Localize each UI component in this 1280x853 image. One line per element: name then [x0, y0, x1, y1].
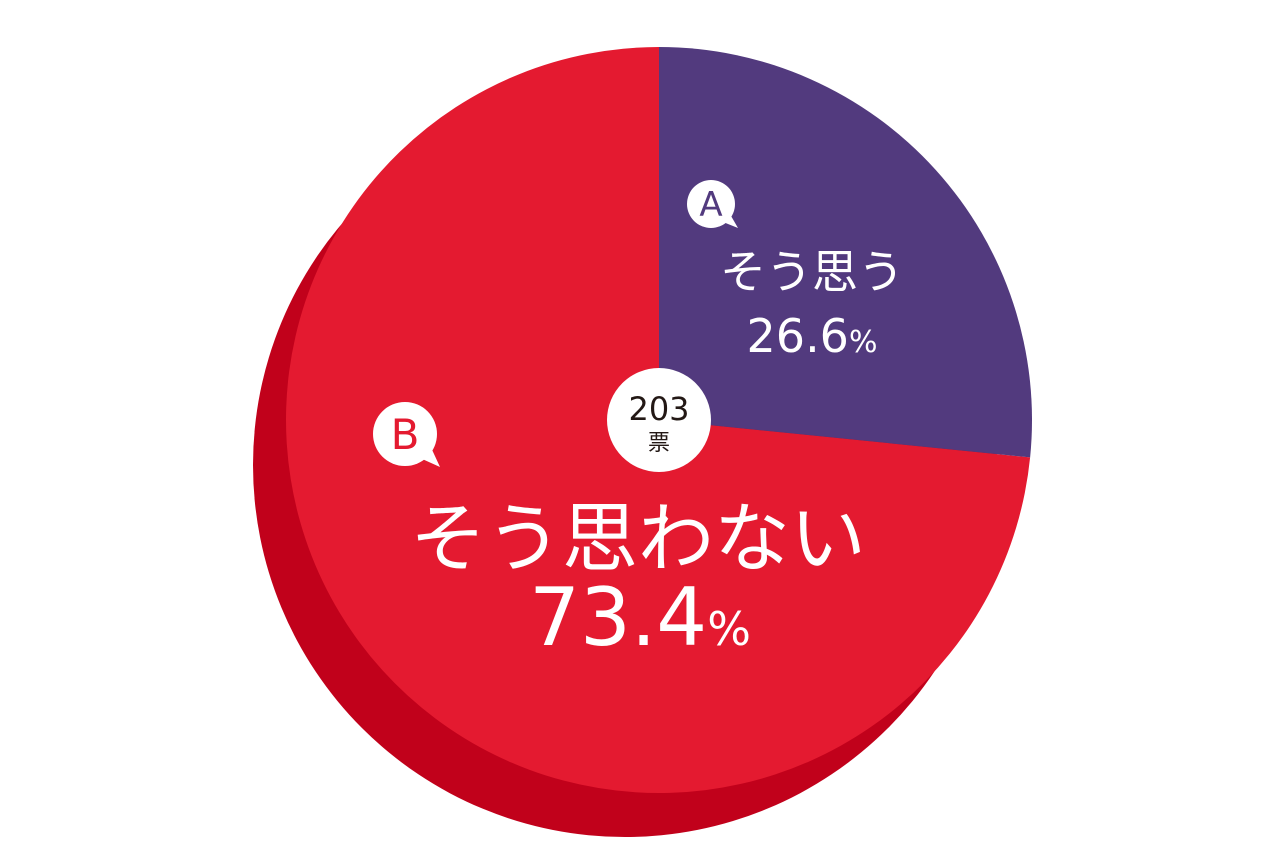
total-votes-value: 203	[628, 390, 689, 428]
slice-b-value: 73.4	[529, 571, 707, 664]
slice-a-sou-omou	[659, 47, 1033, 458]
slice-b-key-bubble: B	[373, 402, 440, 467]
slice-a-key-tail	[723, 209, 738, 228]
slice-b-label: B そう思わない 73.4%	[373, 402, 866, 664]
slice-a-value: 26.6	[747, 309, 849, 363]
slice-b-key-tail	[420, 441, 440, 467]
slice-a-key-bubble: A	[687, 180, 738, 228]
total-votes-unit: 票	[648, 431, 670, 456]
slice-b-key: B	[391, 410, 420, 459]
slice-b-unit: %	[707, 602, 751, 656]
slice-b-key-circle	[373, 402, 437, 466]
total-votes-circle	[607, 368, 711, 472]
slice-a-value-line: 26.6%	[747, 309, 878, 363]
slice-a-key: A	[699, 185, 722, 225]
slice-a-key-circle	[687, 180, 735, 228]
slice-a-unit: %	[849, 325, 878, 360]
slice-a-label: A そう思う 26.6%	[687, 180, 904, 363]
total-votes-badge: 203 票	[607, 368, 711, 472]
slice-b-value-line: 73.4%	[529, 571, 751, 664]
slice-b-label-text: そう思わない	[410, 494, 866, 583]
slice-a-label-text: そう思う	[720, 245, 904, 299]
